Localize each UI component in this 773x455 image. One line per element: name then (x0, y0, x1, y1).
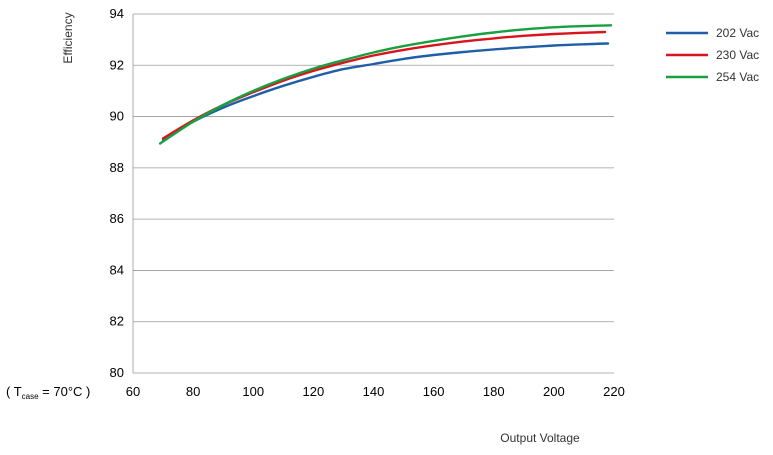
y-axis-label: Efficiency (61, 12, 75, 63)
y-tick-label: 90 (110, 109, 124, 124)
y-tick-label: 82 (110, 314, 124, 329)
condition-suffix: = 70°C ) (39, 384, 91, 399)
x-tick-label: 180 (483, 384, 505, 399)
legend-label: 254 Vac (716, 70, 759, 84)
x-tick-label: 140 (363, 384, 385, 399)
y-tick-label: 92 (110, 57, 124, 72)
x-tick-label: 100 (242, 384, 264, 399)
x-tick-label: 220 (603, 384, 625, 399)
x-axis-label: Output Voltage (500, 431, 580, 445)
x-tick-label: 200 (543, 384, 565, 399)
legend-label: 230 Vac (716, 48, 759, 62)
x-tick-label: 120 (303, 384, 325, 399)
series-line-202-vac (161, 42, 610, 141)
y-tick-label: 84 (110, 262, 124, 277)
series-line-254-vac (158, 24, 613, 145)
y-tick-label: 80 (110, 365, 124, 380)
y-tick-label: 88 (110, 160, 124, 175)
y-tick-label: 86 (110, 211, 124, 226)
y-tick-label: 94 (110, 6, 124, 21)
y-tick-labels: 80 82 84 86 88 90 92 94 (110, 6, 124, 380)
case-temperature-condition: ( Tcase = 70°C ) (6, 384, 90, 401)
x-tick-label: 80 (186, 384, 200, 399)
condition-subscript: case (22, 392, 39, 401)
series-lines (158, 24, 613, 145)
condition-prefix: ( T (6, 384, 22, 399)
series-line-230-vac (161, 30, 607, 140)
x-tick-label: 60 (126, 384, 140, 399)
legend: 202 Vac 230 Vac 254 Vac (666, 26, 759, 84)
x-tick-label: 160 (423, 384, 445, 399)
x-tick-labels: 60 80 100 120 140 160 180 200 220 (126, 384, 625, 399)
grid-lines (133, 13, 614, 374)
legend-label: 202 Vac (716, 26, 759, 40)
